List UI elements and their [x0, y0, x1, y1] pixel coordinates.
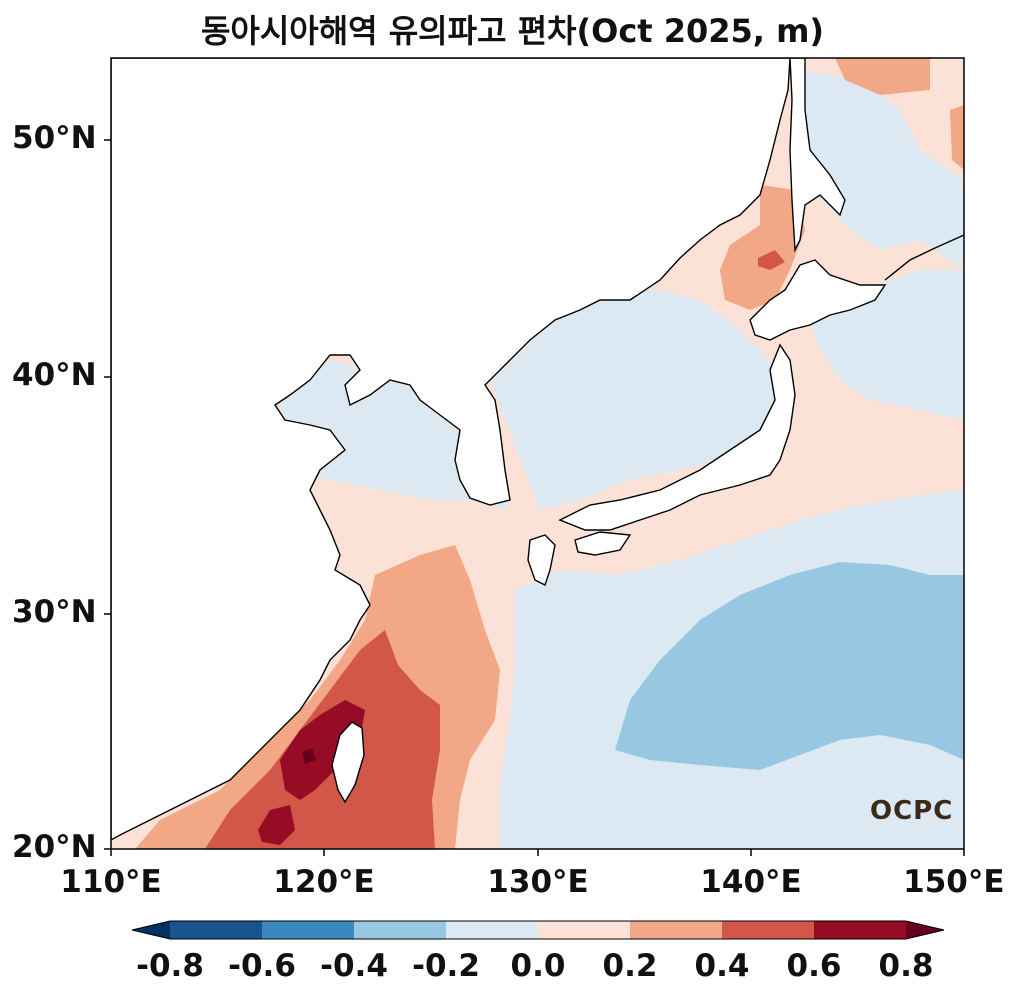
colorbar-segment [630, 921, 723, 939]
land-shikoku [574, 531, 632, 556]
contour-neg-0.2-0.4 [615, 562, 964, 770]
axis-ticks [104, 139, 965, 856]
contour-neg-okhotsk [800, 70, 964, 270]
colorbar-tick-label: -0.4 [320, 948, 388, 984]
ocpc-logo: OCPC [870, 796, 954, 826]
land-honshu [558, 343, 796, 531]
land-kurils [884, 234, 964, 281]
lon-label-110e: 110°E [60, 864, 162, 900]
contour-pos-ecs-0.6 [280, 700, 365, 800]
colorbar-segment [262, 921, 355, 939]
colorbar [131, 920, 945, 940]
contour-pos-east-edge [950, 105, 964, 170]
colorbar-segment [814, 921, 907, 939]
colorbar-tick-label: 0.6 [786, 948, 842, 984]
lon-label-150e: 150°E [903, 864, 1005, 900]
colorbar-tick-label: -0.6 [228, 948, 296, 984]
colorbar-segment [538, 921, 631, 939]
anomaly-field [111, 58, 964, 849]
colorbar-tick-label: 0.4 [694, 948, 750, 984]
land-sakhalin [789, 58, 846, 253]
colorbar-tick-label: 0.2 [602, 948, 658, 984]
contour-neg-yellow-sea [280, 360, 510, 510]
colorbar-extend-low [132, 921, 170, 939]
contour-neg-east-sea [490, 290, 790, 510]
colorbar-tick-label: 0.8 [878, 948, 934, 984]
land-hokkaido [749, 259, 887, 341]
contour-pos-ecs-0.8 [302, 748, 316, 764]
map-title: 동아시아해역 유의파고 편차(Oct 2025, m) [200, 12, 825, 50]
contour-pos-ecs-0.6b [258, 805, 295, 845]
colorbar-segment [722, 921, 815, 939]
lat-label-40n: 40°N [12, 357, 97, 393]
colorbar-segment [170, 921, 263, 939]
contour-pos-tatar-0.4 [758, 250, 785, 270]
colorbar-segment [446, 921, 539, 939]
contour-pos-tatar [720, 185, 805, 310]
colorbar-tick-label: 0.0 [510, 948, 566, 984]
lon-label-140e: 140°E [700, 864, 802, 900]
lon-label-130e: 130°E [487, 864, 589, 900]
lon-label-120e: 120°E [273, 864, 375, 900]
lat-label-50n: 50°N [12, 120, 97, 156]
colorbar-extend-high [906, 921, 944, 939]
land-taiwan [331, 721, 365, 804]
land-kyushu [527, 534, 556, 586]
colorbar-segment [354, 921, 447, 939]
lat-label-20n: 20°N [12, 829, 97, 865]
land-asia [111, 58, 791, 841]
colorbar-outline [131, 920, 945, 940]
colorbar-tick-label: -0.2 [412, 948, 480, 984]
contour-pos-north [835, 58, 930, 95]
lat-label-30n: 30°N [12, 594, 97, 630]
colorbar-tick-label: -0.8 [136, 948, 204, 984]
